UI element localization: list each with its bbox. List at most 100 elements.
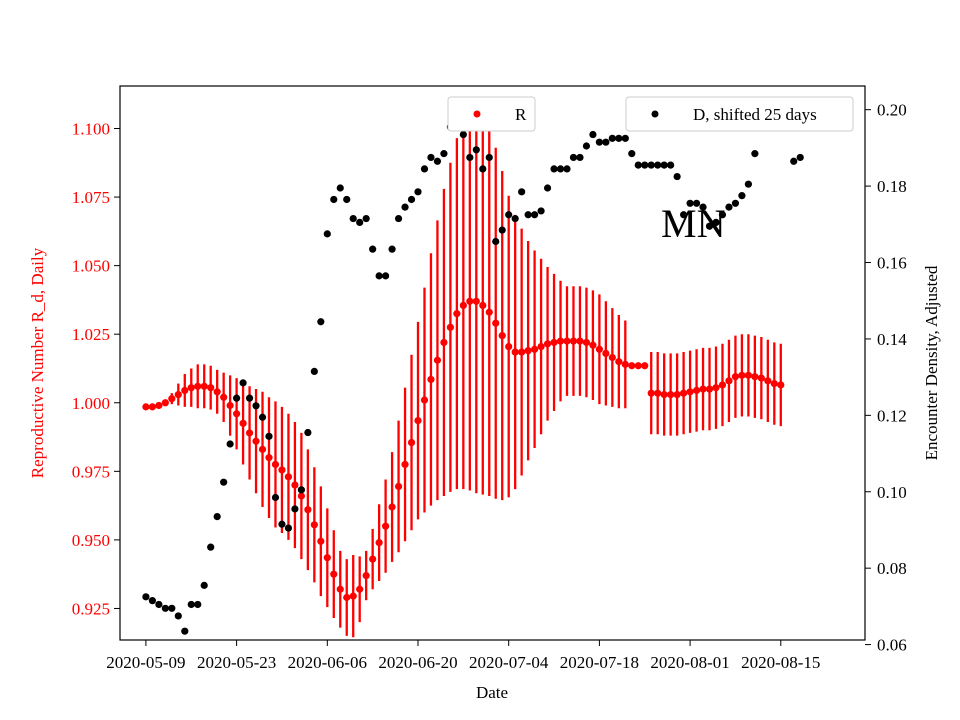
r-point bbox=[330, 570, 338, 578]
d-point bbox=[751, 150, 759, 158]
r-point bbox=[233, 410, 241, 418]
d-point bbox=[615, 134, 623, 142]
d-point bbox=[213, 512, 221, 521]
y-left-axis-label: Reproductive Number R_d, Daily bbox=[28, 247, 47, 478]
y-left-tick-label: 0.950 bbox=[72, 531, 110, 550]
d-point bbox=[569, 153, 578, 162]
d-point bbox=[641, 161, 649, 169]
y-left-tick-label: 0.925 bbox=[72, 599, 110, 618]
r-point bbox=[459, 301, 467, 310]
d-point bbox=[362, 214, 370, 223]
d-point bbox=[258, 413, 267, 421]
r-point bbox=[518, 348, 526, 356]
legend-d-label: D, shifted 25 days bbox=[693, 105, 817, 124]
d-point bbox=[744, 180, 752, 188]
d-point bbox=[705, 222, 714, 230]
r-point bbox=[401, 460, 409, 469]
d-point bbox=[647, 161, 655, 169]
r-point bbox=[537, 342, 545, 351]
d-point bbox=[427, 153, 435, 162]
r-point bbox=[660, 390, 668, 399]
r-point bbox=[582, 338, 591, 347]
d-point bbox=[563, 165, 571, 173]
r-point bbox=[271, 460, 280, 469]
r-point bbox=[252, 437, 260, 445]
d-point bbox=[168, 604, 176, 612]
r-point bbox=[699, 385, 707, 393]
d-point bbox=[291, 505, 299, 513]
r-point bbox=[168, 395, 176, 403]
d-point bbox=[330, 195, 338, 204]
r-point bbox=[466, 297, 474, 305]
d-point bbox=[731, 199, 740, 207]
d-point bbox=[336, 184, 344, 192]
d-point bbox=[654, 161, 662, 169]
d-point bbox=[200, 581, 208, 589]
d-point bbox=[349, 214, 357, 223]
r-point bbox=[317, 537, 325, 545]
x-tick-label: 2020-07-04 bbox=[469, 653, 549, 672]
r-point bbox=[297, 492, 305, 500]
r-point bbox=[485, 308, 493, 316]
d-point bbox=[790, 157, 798, 165]
r-point bbox=[200, 382, 208, 390]
d-point bbox=[667, 161, 675, 169]
d-point bbox=[686, 199, 694, 207]
d-point bbox=[576, 153, 584, 162]
d-point bbox=[233, 394, 241, 402]
d-point bbox=[155, 600, 163, 609]
d-point bbox=[479, 165, 487, 173]
r-point bbox=[440, 338, 448, 347]
r-point bbox=[245, 429, 254, 437]
y-right-tick-label: 0.12 bbox=[877, 406, 907, 425]
d-point bbox=[621, 134, 629, 142]
d-point bbox=[472, 146, 480, 154]
r-point bbox=[498, 331, 506, 340]
d-point bbox=[271, 493, 280, 502]
d-point bbox=[628, 150, 636, 158]
r-point bbox=[213, 388, 221, 396]
x-axis-label: Date bbox=[476, 683, 508, 702]
d-point bbox=[634, 161, 642, 169]
r-point bbox=[511, 348, 519, 356]
y-left-tick-label: 1.025 bbox=[72, 325, 110, 344]
legend-d: D, shifted 25 days bbox=[625, 96, 854, 132]
r-point bbox=[576, 337, 584, 345]
x-tick-label: 2020-06-20 bbox=[378, 653, 457, 672]
r-point bbox=[220, 393, 228, 401]
r-point bbox=[589, 341, 597, 349]
d-point bbox=[543, 184, 552, 192]
y-right-axis-label: Encounter Density, Adjusted bbox=[922, 265, 941, 460]
y-right-tick-label: 0.10 bbox=[877, 483, 907, 502]
r-point bbox=[680, 389, 688, 397]
r-point bbox=[641, 362, 649, 370]
x-tick-label: 2020-05-09 bbox=[106, 653, 185, 672]
r-point bbox=[569, 337, 578, 345]
r-point bbox=[382, 522, 390, 530]
d-point bbox=[680, 211, 688, 219]
r-point bbox=[207, 384, 215, 392]
r-point bbox=[634, 362, 642, 370]
r-point bbox=[615, 358, 623, 366]
r-point bbox=[394, 482, 403, 491]
r-point bbox=[265, 454, 273, 462]
d-point bbox=[194, 600, 202, 609]
y-right-tick-label: 0.08 bbox=[877, 559, 907, 578]
r-point bbox=[187, 384, 195, 392]
r-point bbox=[524, 347, 532, 355]
y-right-tick-label: 0.14 bbox=[877, 330, 907, 349]
y-left-tick-label: 0.975 bbox=[72, 462, 110, 481]
r-point bbox=[356, 585, 364, 593]
r-point bbox=[148, 403, 156, 411]
r-point bbox=[142, 403, 150, 411]
d-point bbox=[317, 318, 325, 326]
r-point bbox=[375, 539, 383, 547]
r-point bbox=[712, 384, 720, 392]
r-point bbox=[621, 360, 629, 368]
y-left-tick-label: 1.000 bbox=[72, 394, 110, 413]
r-point bbox=[764, 377, 772, 385]
r-point bbox=[310, 521, 318, 529]
d-point bbox=[239, 379, 247, 387]
d-point bbox=[433, 157, 442, 165]
